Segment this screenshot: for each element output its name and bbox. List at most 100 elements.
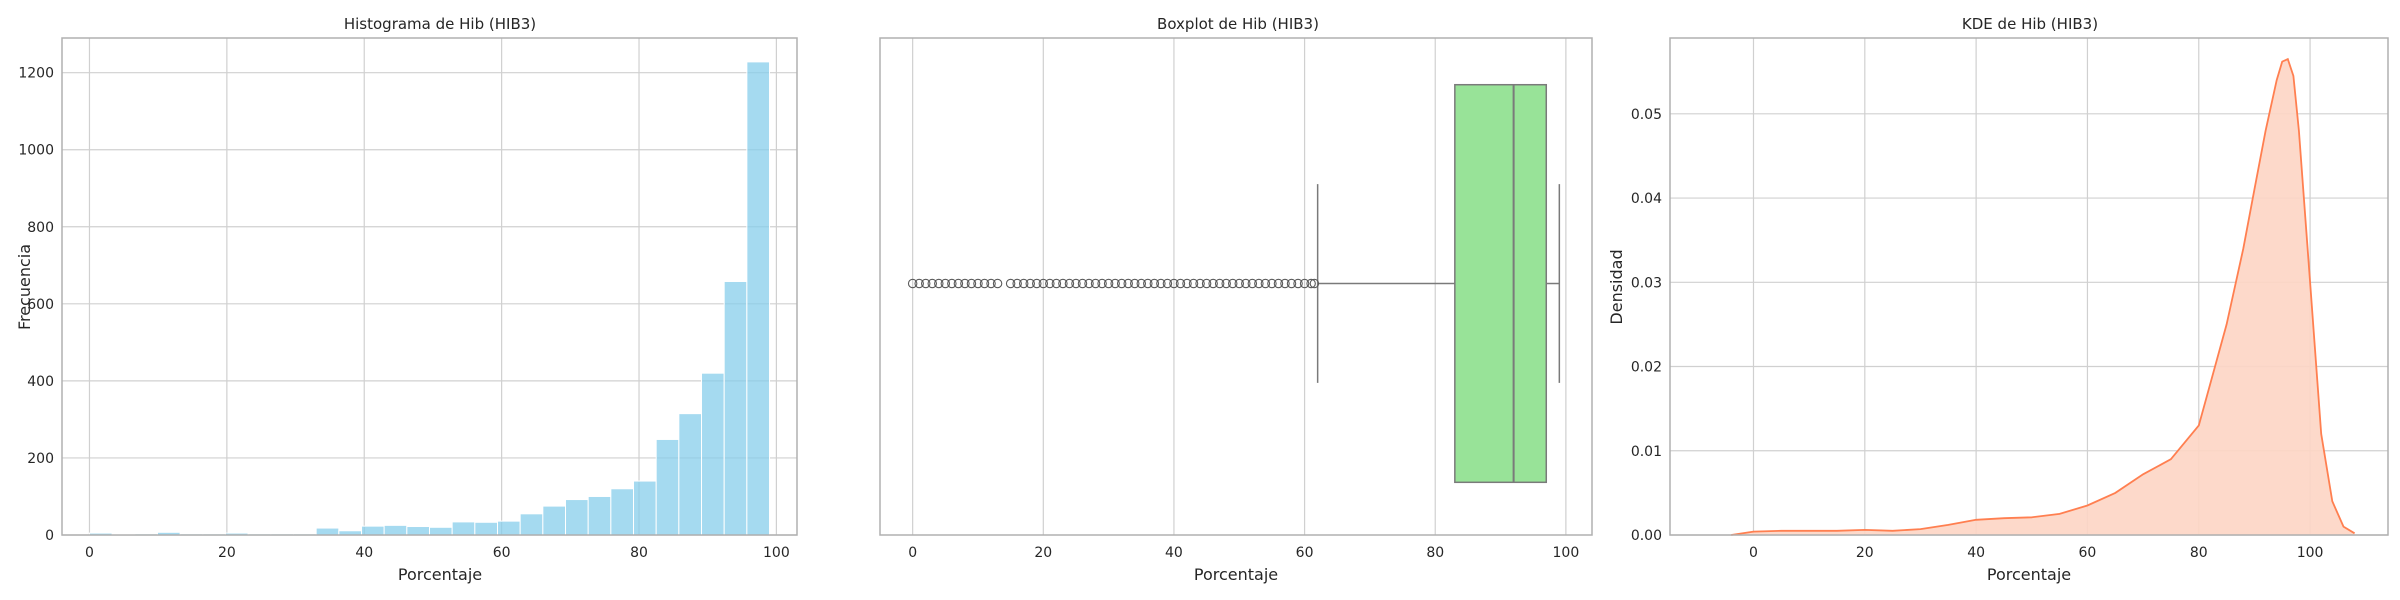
kde-xlabel: Porcentaje	[1987, 565, 2071, 584]
y-tick-label: 1200	[18, 66, 54, 82]
kde-line	[1731, 57, 2356, 536]
outlier-point	[914, 278, 924, 289]
outlier-point	[1273, 278, 1284, 289]
outlier-point	[1038, 278, 1049, 289]
x-tick-label: 0	[1749, 545, 1758, 561]
x-tick-label: 80	[2190, 545, 2208, 561]
outlier-point	[1227, 278, 1238, 289]
outlier-point	[1201, 278, 1212, 289]
outlier-point	[934, 278, 944, 289]
histogram-bar	[701, 372, 725, 536]
kde-area	[1731, 59, 2355, 535]
y-tick-label: 800	[27, 220, 54, 236]
x-tick-label: 60	[1296, 545, 1314, 561]
y-tick-label: 0	[45, 528, 54, 544]
outlier-point	[1032, 278, 1042, 289]
outlier-point	[1051, 278, 1062, 289]
x-tick-label: 100	[763, 545, 790, 561]
histogram-bar	[655, 438, 680, 536]
outlier-point	[1208, 278, 1218, 289]
outlier-point	[1077, 278, 1088, 289]
boxplot-panel: Boxplot de Hib (HIB3) 0 20 40 60 80 100 Porce…	[879, 15, 1593, 584]
outlier-point	[1254, 278, 1264, 289]
x-tick-label: 40	[355, 545, 373, 561]
outlier-point	[927, 278, 938, 289]
histogram-ylabel: Frecuencia	[15, 244, 34, 330]
outlier-point	[979, 278, 990, 289]
histogram-bar	[746, 61, 771, 536]
outlier-point	[1012, 278, 1022, 289]
outlier-point	[1234, 278, 1245, 289]
outlier-point	[1188, 278, 1199, 289]
x-tick-label: 20	[218, 545, 236, 561]
outlier-point	[1260, 278, 1271, 289]
outlier-point	[940, 278, 951, 289]
outlier-point	[1136, 278, 1147, 289]
x-tick-label: 80	[630, 545, 648, 561]
y-tick-label: 600	[27, 297, 54, 313]
outlier-point	[1175, 278, 1186, 289]
y-tick-label: 0.02	[1631, 360, 1662, 376]
outlier-point	[1045, 278, 1055, 289]
outlier-point	[1299, 278, 1310, 289]
y-tick-label: 0.00	[1631, 528, 1662, 544]
histogram-panel: Histograma de Hib (HIB3) 0 20 40 60 80 100020…	[15, 15, 798, 584]
boxplot-xlabel: Porcentaje	[1194, 565, 1278, 584]
kde-title: KDE de Hib (HIB3)	[1962, 15, 2098, 33]
outlier-point	[1064, 278, 1075, 289]
outlier-point	[920, 278, 931, 289]
x-tick-label: 40	[1967, 545, 1985, 561]
outlier-point	[1221, 278, 1231, 289]
outlier-point	[1058, 278, 1068, 289]
outlier-point	[1162, 278, 1173, 289]
outlier-point	[1195, 278, 1205, 289]
outlier-point	[1214, 278, 1225, 289]
outlier-point	[1130, 278, 1140, 289]
x-tick-label: 0	[85, 545, 94, 561]
outlier-point	[1084, 278, 1094, 289]
y-tick-label: 0.05	[1631, 107, 1662, 123]
outlier-point	[1110, 278, 1120, 289]
outlier-point	[1123, 278, 1133, 289]
outlier-point	[1241, 278, 1251, 289]
x-tick-label: 0	[908, 545, 917, 561]
outlier-point	[1025, 278, 1035, 289]
x-tick-label: 20	[1856, 545, 1874, 561]
histogram-bar	[542, 505, 567, 536]
outlier-point	[1293, 278, 1303, 289]
outlier-point	[1267, 278, 1277, 289]
outlier-point	[1071, 278, 1081, 289]
outlier-point	[1143, 278, 1153, 289]
histogram-frame	[61, 37, 798, 536]
outlier-point	[907, 278, 918, 289]
x-tick-label: 100	[2297, 545, 2324, 561]
histogram-bar	[587, 495, 612, 536]
outlier-point	[1018, 278, 1029, 289]
outlier-point	[1306, 278, 1316, 289]
histogram-bar	[406, 526, 431, 536]
histogram-bar	[360, 525, 385, 536]
histogram-bar	[451, 521, 476, 536]
y-tick-label: 0.04	[1631, 191, 1662, 207]
x-tick-label: 60	[493, 545, 511, 561]
outlier-point	[947, 278, 957, 289]
histogram-xlabel: Porcentaje	[398, 565, 482, 584]
outlier-point	[1090, 278, 1101, 289]
histogram-bar	[723, 280, 748, 536]
histogram-bar	[565, 499, 589, 536]
y-tick-label: 0.01	[1631, 444, 1662, 460]
outlier-point	[1247, 278, 1258, 289]
outlier-point	[966, 278, 977, 289]
histogram-bar	[383, 524, 408, 536]
outlier-point	[1097, 278, 1107, 289]
y-tick-label: 0.03	[1631, 275, 1662, 291]
outlier-point	[1103, 278, 1114, 289]
outlier-point	[1156, 278, 1166, 289]
histogram-bar	[678, 413, 703, 536]
outlier-point	[1005, 278, 1016, 289]
kde-ylabel: Densidad	[1607, 249, 1626, 324]
outlier-point	[1286, 278, 1297, 289]
outlier-point	[1280, 278, 1290, 289]
histogram-title: Histograma de Hib (HIB3)	[344, 15, 536, 33]
